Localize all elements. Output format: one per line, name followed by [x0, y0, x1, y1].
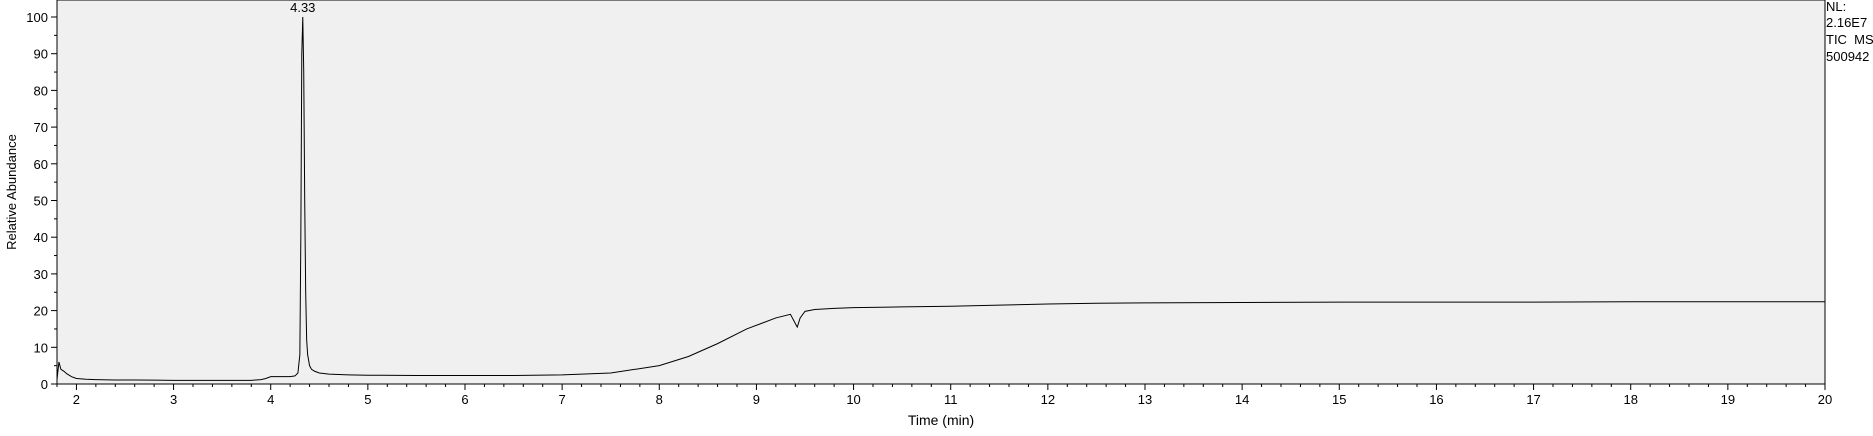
y-tick-label: 70 [34, 120, 48, 135]
info-line-scale: 2.16E7 [1826, 15, 1867, 30]
y-axis-ticks: 0 10 20 30 40 50 60 70 80 90 100 [26, 10, 57, 392]
info-line-trace: TIC MS [1826, 32, 1873, 47]
x-axis-label: Time (min) [908, 412, 974, 428]
y-tick-label: 40 [34, 230, 48, 245]
info-line-nl: NL: [1826, 0, 1846, 14]
y-tick-label: 50 [34, 194, 48, 209]
x-tick-label: 18 [1623, 392, 1637, 407]
x-tick-label: 4 [267, 392, 274, 407]
x-tick-label: 20 [1818, 392, 1832, 407]
x-tick-label: 12 [1041, 392, 1055, 407]
x-tick-label: 9 [753, 392, 760, 407]
x-tick-label: 10 [846, 392, 860, 407]
series-trace [56, 16, 1825, 381]
y-tick-label: 30 [34, 267, 48, 282]
plot-area [56, 0, 1826, 385]
info-line-file: 500942 [1826, 49, 1869, 64]
x-tick-label: 2 [73, 392, 80, 407]
x-tick-label: 7 [559, 392, 566, 407]
x-tick-label: 5 [364, 392, 371, 407]
x-tick-label: 11 [944, 392, 958, 407]
x-axis-ticks: 2 3 4 5 6 7 8 9 10 11 12 13 14 15 16 17 18 19 20 [56, 384, 1832, 407]
peak-annotation: 4.33 [290, 0, 315, 15]
y-tick-label: 100 [26, 10, 48, 25]
x-tick-label: 13 [1138, 392, 1152, 407]
y-tick-label: 10 [34, 340, 48, 355]
x-tick-label: 14 [1235, 392, 1249, 407]
x-tick-label: 6 [461, 392, 468, 407]
y-tick-label: 90 [34, 47, 48, 62]
x-tick-label: 17 [1526, 392, 1540, 407]
y-tick-label: 80 [34, 83, 48, 98]
y-tick-label: 20 [34, 304, 48, 319]
x-tick-label: 19 [1721, 392, 1735, 407]
x-tick-label: 16 [1429, 392, 1443, 407]
y-tick-label: 0 [41, 377, 48, 392]
x-tick-label: 15 [1332, 392, 1346, 407]
x-tick-label: 8 [656, 392, 663, 407]
y-axis-label: Relative Abundance [4, 134, 19, 250]
x-tick-label: 3 [170, 392, 177, 407]
y-tick-label: 60 [34, 157, 48, 172]
